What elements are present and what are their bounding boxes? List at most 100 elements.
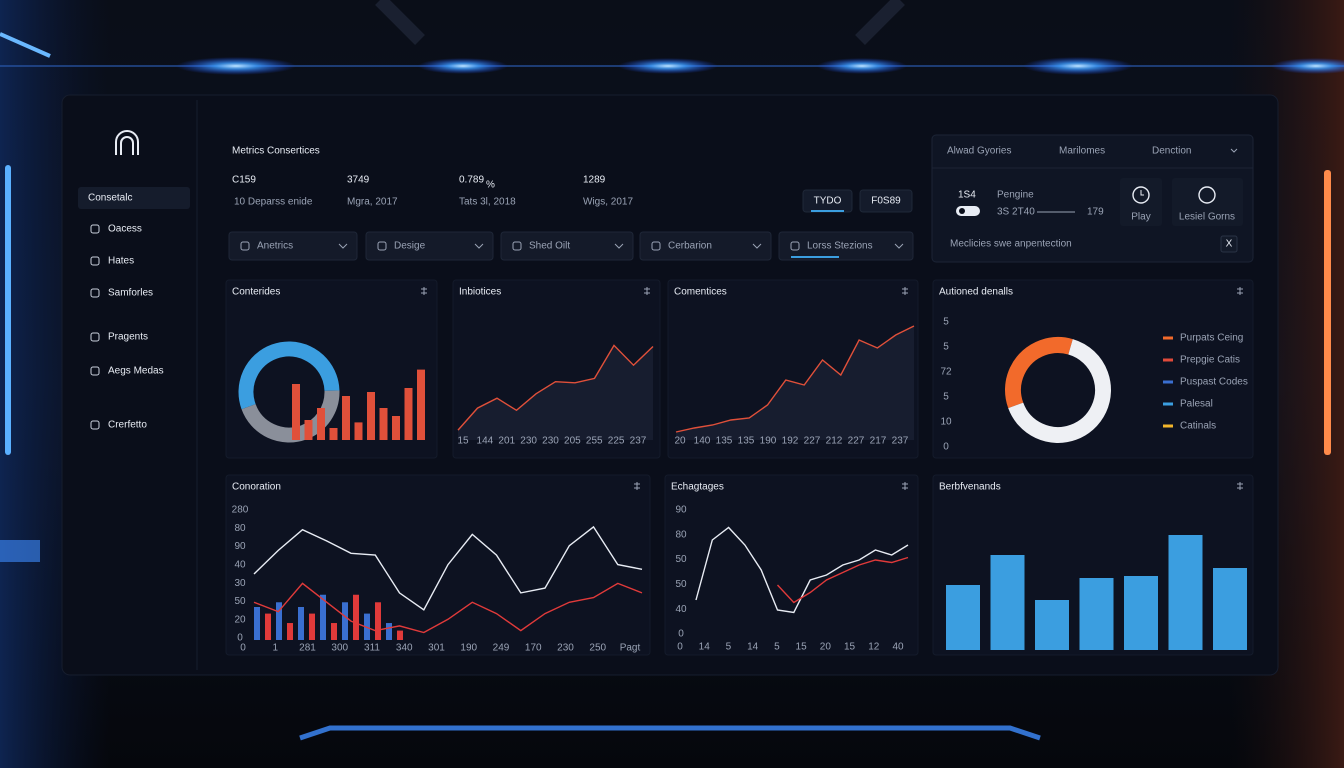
left-neon — [5, 165, 11, 455]
legend-label: Puspast Codes — [1180, 377, 1248, 388]
panel-title: Comentices — [674, 287, 727, 298]
clock-icon — [1132, 186, 1150, 204]
filter-dropdown[interactable] — [365, 231, 494, 261]
panel-menu — [1237, 287, 1243, 295]
logo — [115, 130, 139, 155]
filter-icon — [790, 241, 800, 251]
bar — [990, 555, 1025, 650]
toggle-knob — [959, 208, 965, 214]
y-tick-label: 20 — [234, 614, 246, 625]
filter-label[interactable]: Shed Oilt — [529, 241, 570, 252]
x-tick-label: 135 — [716, 436, 733, 447]
bar — [287, 623, 293, 640]
nav-item[interactable]: Consetalc — [88, 193, 132, 204]
bar — [1035, 600, 1069, 650]
bar — [354, 422, 363, 440]
chevron — [614, 243, 624, 249]
filter-icon — [377, 241, 387, 251]
filter-label[interactable]: Lorss Stezions — [807, 241, 873, 252]
range-end: 179 — [1087, 207, 1104, 218]
filter-dropdown[interactable] — [778, 231, 914, 261]
header-button[interactable] — [859, 189, 913, 213]
x-tick-label: 14 — [699, 642, 711, 653]
nav-item[interactable]: Hates — [108, 256, 134, 267]
nav-icon — [90, 224, 100, 234]
x-tick-label: 227 — [848, 436, 865, 447]
tab[interactable]: Alwad Gyories — [947, 146, 1011, 157]
x-tick-label: 230 — [520, 436, 537, 447]
kpi-label: Wigs, 2017 — [583, 197, 633, 208]
panel-title: Echagtages — [671, 482, 724, 493]
close-box[interactable] — [1220, 235, 1238, 253]
filter-dropdown[interactable] — [639, 231, 772, 261]
range-start: 3S 2T40 — [997, 207, 1035, 218]
nav-item[interactable]: Oacess — [108, 224, 142, 235]
nav-item[interactable]: Aegs Medas — [108, 366, 164, 377]
line — [695, 526, 909, 614]
x-tick-label: 301 — [428, 643, 445, 654]
filter-label[interactable]: Desige — [394, 241, 426, 252]
nav-icon — [90, 420, 100, 430]
kpi-value: 3749 — [347, 175, 370, 186]
tab[interactable]: Marilomes — [1059, 146, 1105, 157]
bar — [397, 630, 403, 640]
x-tick-label: 0 — [677, 642, 683, 653]
kpi-label: Mgra, 2017 — [347, 197, 398, 208]
floor-light — [299, 725, 1041, 741]
bar — [309, 613, 315, 640]
x-tick-label: 14 — [747, 642, 759, 653]
play-box[interactable] — [1120, 178, 1162, 226]
legend-label: Prepgie Catis — [1180, 355, 1240, 366]
x-tick-label: 1 — [272, 643, 278, 654]
nav-item[interactable]: Samforles — [108, 288, 153, 299]
x-tick-label: 250 — [589, 643, 606, 654]
bar — [353, 594, 359, 640]
name: Pengine — [997, 190, 1034, 201]
nav-item[interactable]: Pragents — [108, 332, 148, 343]
x-tick-label: 225 — [608, 436, 625, 447]
chevron — [474, 243, 484, 249]
x-tick-label: 237 — [892, 436, 909, 447]
tab[interactable]: Denction — [1152, 146, 1191, 157]
bar — [320, 594, 326, 640]
action-box[interactable] — [1172, 178, 1243, 226]
x-tick-label: 212 — [826, 436, 843, 447]
button-label[interactable]: TYDO — [814, 196, 842, 207]
y-tick-label: 80 — [675, 529, 687, 540]
nav-item[interactable]: Crerfetto — [108, 420, 147, 431]
filter-label[interactable]: Cerbarion — [668, 241, 712, 252]
panel-menu — [421, 287, 427, 295]
bar — [1124, 576, 1158, 650]
y-tick-label: 50 — [675, 579, 687, 590]
filter-dropdown[interactable] — [228, 231, 358, 261]
chart-panel — [664, 474, 919, 656]
nav-icon — [90, 256, 100, 266]
y-tick-label: 72 — [940, 367, 952, 378]
x-tick-label: 237 — [630, 436, 647, 447]
y-tick-label: 5 — [943, 342, 949, 353]
line — [253, 582, 643, 634]
panel-title: Inbiotices — [459, 287, 501, 298]
x-tick-label: 340 — [396, 643, 413, 654]
x-tick-label: 217 — [870, 436, 887, 447]
panel-menu — [1237, 482, 1243, 490]
right-neon — [1324, 170, 1331, 455]
line — [776, 556, 909, 604]
panel-menu — [634, 482, 640, 490]
button-label[interactable]: F0S89 — [871, 196, 901, 207]
x-tick-label: 5 — [726, 642, 732, 653]
bar — [392, 416, 400, 440]
x-tick-label: 201 — [498, 436, 515, 447]
y-tick-label: 0 — [237, 633, 243, 644]
left-floor-light — [0, 540, 40, 562]
filter-label[interactable]: Anetrics — [257, 241, 293, 252]
bar — [1213, 568, 1247, 650]
x-tick-label: 140 — [694, 436, 711, 447]
nav-icon — [90, 332, 100, 342]
filter-dropdown[interactable] — [500, 231, 634, 261]
bar — [304, 420, 313, 440]
panel-title: Berbfvenands — [939, 482, 1001, 493]
ceiling-lights — [0, 32, 1344, 75]
bar — [342, 602, 348, 640]
x-tick-label: 190 — [460, 643, 477, 654]
